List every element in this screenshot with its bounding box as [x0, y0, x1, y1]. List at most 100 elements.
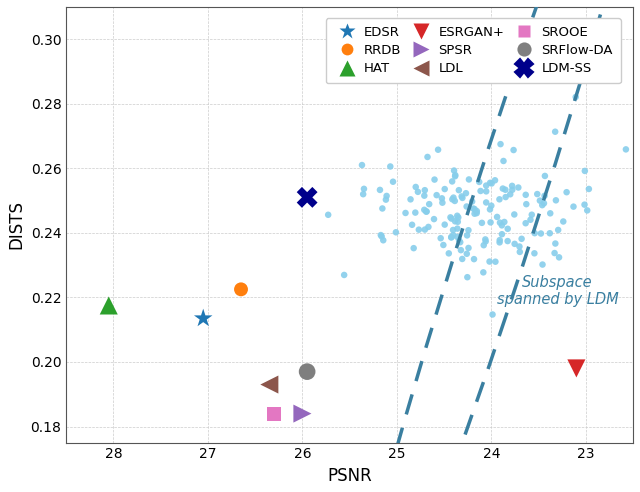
Point [357, 161, 367, 169]
Point [405, 195, 415, 203]
Point [408, 244, 419, 252]
Point [486, 218, 496, 226]
Point [385, 162, 396, 170]
Point [462, 231, 472, 239]
Point [423, 223, 433, 231]
Point [448, 231, 458, 239]
Point [420, 226, 430, 234]
Point [388, 178, 398, 185]
Point [540, 192, 550, 200]
Point [500, 186, 511, 194]
Point [481, 182, 492, 189]
Point [525, 216, 536, 224]
Point [486, 180, 497, 187]
Point [571, 93, 581, 101]
Point [436, 234, 446, 242]
Point [429, 176, 440, 184]
Point [536, 230, 546, 238]
Point [424, 200, 435, 208]
Point [198, 314, 209, 322]
Point [401, 209, 411, 217]
Point [440, 221, 450, 229]
Point [554, 253, 564, 261]
Point [495, 140, 506, 148]
Point [582, 207, 593, 215]
Point [413, 188, 423, 196]
Point [481, 198, 492, 206]
Point [558, 217, 568, 225]
Point [509, 211, 520, 218]
Point [469, 205, 479, 213]
Point [529, 249, 540, 257]
Point [540, 172, 550, 180]
Point [513, 184, 524, 191]
Point [561, 188, 572, 196]
Point [269, 410, 279, 418]
Point [521, 200, 531, 208]
Point [498, 184, 508, 192]
Point [502, 237, 513, 245]
Point [507, 182, 517, 190]
Point [302, 368, 312, 375]
Point [515, 243, 525, 250]
Point [538, 261, 548, 269]
Point [446, 233, 456, 241]
Point [359, 185, 369, 193]
Point [454, 186, 464, 194]
Point [580, 167, 590, 175]
Point [448, 226, 458, 234]
Point [495, 219, 505, 227]
Point [449, 167, 459, 175]
Point [381, 196, 391, 204]
Point [419, 192, 429, 200]
Point [450, 172, 460, 180]
Point [520, 219, 531, 227]
Point [474, 178, 484, 186]
Point [621, 146, 631, 154]
Point [463, 226, 474, 234]
Point [464, 176, 474, 184]
Point [431, 191, 442, 199]
Point [516, 235, 527, 243]
Legend: EDSR, RRDB, HAT, ESRGAN+, SPSR, LDL, SROOE, SRFlow-DA, LDM-SS: EDSR, RRDB, HAT, ESRGAN+, SPSR, LDL, SRO… [326, 18, 621, 83]
Point [454, 237, 464, 245]
Text: Subspace
spanned by LDM: Subspace spanned by LDM [497, 275, 618, 307]
Point [450, 197, 460, 205]
Point [469, 255, 479, 263]
Point [499, 157, 509, 165]
Point [502, 225, 513, 233]
Point [413, 226, 424, 234]
Point [535, 197, 545, 205]
Point [500, 193, 511, 201]
Point [429, 215, 439, 223]
Point [461, 203, 472, 211]
Point [421, 208, 431, 215]
Point [381, 192, 392, 200]
Point [469, 210, 479, 217]
Point [572, 365, 582, 372]
Point [505, 190, 515, 198]
Point [440, 185, 450, 193]
Point [302, 193, 312, 201]
Point [467, 198, 477, 206]
Point [568, 203, 579, 211]
Point [537, 201, 547, 209]
Y-axis label: DISTS: DISTS [7, 200, 25, 249]
Point [447, 195, 458, 203]
Point [462, 273, 472, 281]
Point [420, 186, 430, 194]
Point [495, 236, 505, 244]
Point [520, 191, 531, 199]
Point [407, 221, 417, 229]
Point [376, 231, 386, 239]
Point [509, 240, 520, 248]
Point [551, 196, 561, 204]
Point [477, 219, 487, 227]
Point [497, 230, 507, 238]
Point [472, 209, 482, 217]
Point [476, 187, 486, 195]
Point [378, 236, 388, 244]
Point [436, 194, 447, 202]
Point [452, 212, 462, 220]
Point [455, 238, 465, 246]
